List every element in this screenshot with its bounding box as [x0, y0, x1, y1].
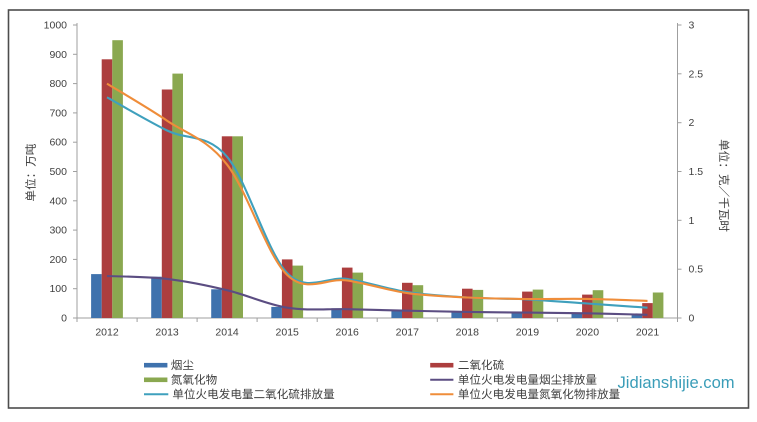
svg-text:600: 600	[49, 137, 67, 149]
svg-text:Jidianshijie.com: Jidianshijie.com	[618, 373, 735, 392]
svg-text:2017: 2017	[396, 327, 420, 339]
svg-text:300: 300	[49, 225, 67, 237]
svg-text:2013: 2013	[155, 327, 179, 339]
svg-text:2.5: 2.5	[689, 68, 704, 80]
svg-text:2021: 2021	[636, 327, 660, 339]
svg-text:2019: 2019	[516, 327, 540, 339]
svg-text:1.5: 1.5	[689, 166, 704, 178]
svg-text:800: 800	[49, 78, 67, 90]
svg-text:2: 2	[689, 117, 695, 129]
svg-text:100: 100	[49, 283, 67, 295]
svg-text:0: 0	[689, 313, 695, 325]
svg-text:1: 1	[689, 215, 695, 227]
svg-text:900: 900	[49, 49, 67, 61]
svg-text:500: 500	[49, 166, 67, 178]
svg-text:2015: 2015	[276, 327, 300, 339]
svg-text:3: 3	[689, 20, 695, 32]
svg-text:2012: 2012	[95, 327, 119, 339]
svg-text:200: 200	[49, 254, 67, 266]
svg-text:0.5: 0.5	[689, 264, 704, 276]
svg-text:400: 400	[49, 195, 67, 207]
svg-text:700: 700	[49, 107, 67, 119]
svg-text:1000: 1000	[44, 20, 68, 32]
svg-text:2020: 2020	[576, 327, 600, 339]
svg-text:2018: 2018	[456, 327, 480, 339]
svg-text:2014: 2014	[215, 327, 239, 339]
svg-text:0: 0	[61, 313, 67, 325]
svg-text:2016: 2016	[336, 327, 360, 339]
